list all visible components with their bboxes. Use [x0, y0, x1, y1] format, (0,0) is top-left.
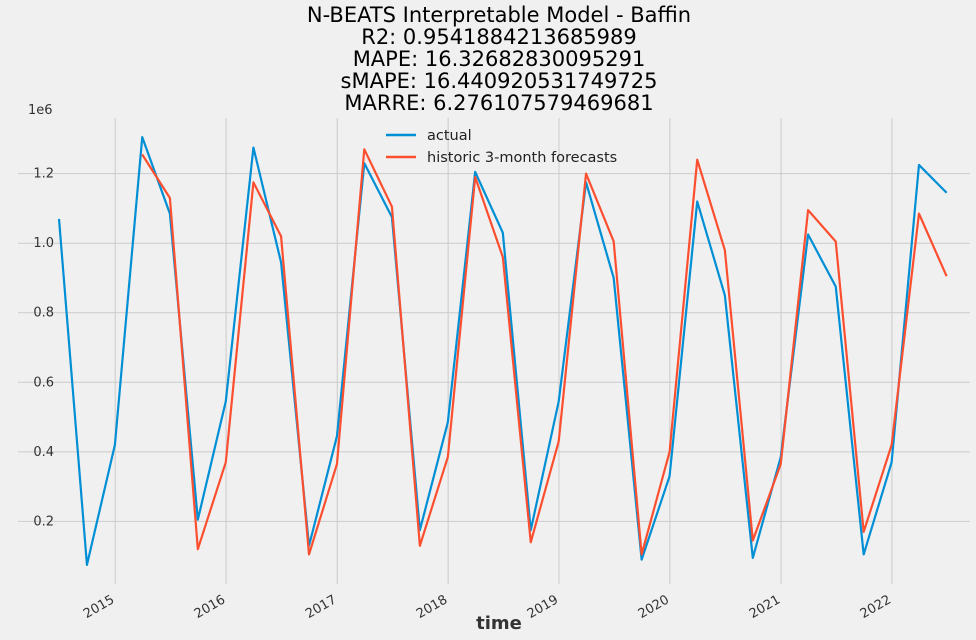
grid — [18, 118, 970, 584]
y-tick-label: 1.0 — [33, 236, 54, 251]
legend-label-actual: actual — [427, 128, 472, 144]
y-tick-label: 0.6 — [33, 375, 54, 390]
y-tick-label: 0.4 — [33, 445, 54, 460]
title-line: R2: 0.9541884213685989 — [361, 25, 637, 49]
y-offset-label: 1e6 — [28, 103, 53, 118]
y-tick-label: 1.2 — [33, 167, 54, 182]
title-line: MAPE: 16.32682830095291 — [353, 47, 646, 71]
y-axis-ticks: 0.2 0.4 0.6 0.8 1.0 1.2 — [33, 167, 54, 530]
chart-title: N-BEATS Interpretable Model - Baffin R2:… — [307, 3, 691, 115]
y-tick-label: 0.2 — [33, 514, 54, 529]
x-axis-label: time — [476, 613, 522, 634]
series-lines — [57, 136, 948, 566]
legend-label-forecast: historic 3-month forecasts — [427, 150, 617, 166]
title-line: sMAPE: 16.440920531749725 — [341, 69, 658, 93]
actual-series-line — [57, 136, 948, 566]
y-tick-label: 0.8 — [33, 306, 54, 321]
title-line: MARRE: 6.276107579469681 — [344, 91, 653, 115]
forecast-series-line — [141, 148, 948, 556]
title-line: N-BEATS Interpretable Model - Baffin — [307, 3, 691, 27]
legend: actual historic 3-month forecasts — [386, 128, 617, 166]
